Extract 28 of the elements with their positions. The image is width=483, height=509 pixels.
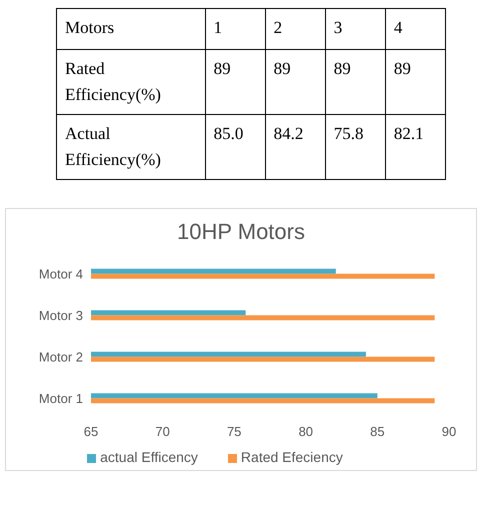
- text: 89: [325, 50, 386, 114]
- text: 84.2: [265, 114, 326, 180]
- text: Motors: [56, 8, 206, 50]
- x-tick-label: 85: [370, 424, 385, 440]
- text: 82.1: [385, 114, 446, 180]
- text: Actual Efficiency(%): [56, 114, 206, 180]
- x-tick-label: 65: [84, 424, 98, 440]
- y-tick-label: Motor 2: [38, 349, 83, 364]
- x-tick-label: 90: [442, 424, 456, 440]
- text: 89: [205, 50, 266, 114]
- text: 89: [385, 50, 446, 114]
- x-tick-label: 75: [226, 424, 242, 440]
- text: 75.8: [325, 114, 386, 180]
- y-tick-label: Motor 3: [38, 308, 83, 323]
- y-tick-label: Motor 1: [38, 390, 83, 406]
- text: 2: [265, 8, 326, 50]
- x-tick-label: 70: [155, 424, 170, 440]
- text: Rated Efficiency(%): [56, 50, 206, 114]
- text: 3: [325, 8, 386, 50]
- chart-title: 10HP Motors: [176, 219, 306, 245]
- text: 85.0: [205, 114, 266, 180]
- legend-label: Rated Efeciency: [240, 449, 343, 465]
- text: 89: [265, 50, 326, 114]
- text: 4: [385, 8, 446, 50]
- text: 1: [205, 8, 266, 50]
- y-tick-label: Motor 4: [38, 266, 83, 282]
- legend-label: actual Efficency: [100, 449, 198, 465]
- x-tick-label: 80: [298, 424, 314, 440]
